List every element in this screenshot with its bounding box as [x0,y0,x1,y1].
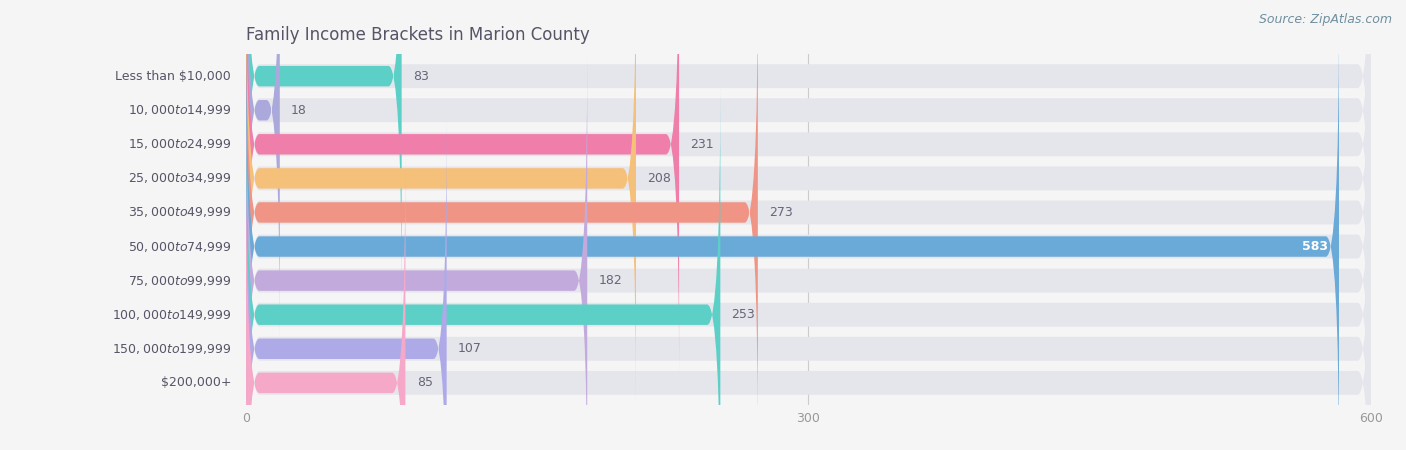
Text: $15,000 to $24,999: $15,000 to $24,999 [128,137,231,151]
FancyBboxPatch shape [246,0,636,407]
FancyBboxPatch shape [246,0,679,373]
Text: 18: 18 [291,104,307,117]
FancyBboxPatch shape [246,20,1371,450]
FancyBboxPatch shape [246,0,1371,337]
FancyBboxPatch shape [246,54,1371,450]
FancyBboxPatch shape [246,0,758,441]
Text: 83: 83 [413,70,429,83]
FancyBboxPatch shape [246,154,405,450]
FancyBboxPatch shape [246,156,1371,450]
Text: 273: 273 [769,206,793,219]
Text: 208: 208 [647,172,671,185]
Text: $200,000+: $200,000+ [160,376,231,389]
FancyBboxPatch shape [246,0,1371,371]
Text: 253: 253 [731,308,755,321]
Text: Less than $10,000: Less than $10,000 [115,70,231,83]
Text: 107: 107 [458,342,482,355]
FancyBboxPatch shape [246,0,1371,405]
Text: $50,000 to $74,999: $50,000 to $74,999 [128,239,231,253]
FancyBboxPatch shape [246,52,588,450]
FancyBboxPatch shape [246,18,1339,450]
Text: $150,000 to $199,999: $150,000 to $199,999 [111,342,231,356]
Text: $100,000 to $149,999: $100,000 to $149,999 [111,308,231,322]
Text: $25,000 to $34,999: $25,000 to $34,999 [128,171,231,185]
Text: Family Income Brackets in Marion County: Family Income Brackets in Marion County [246,26,589,44]
FancyBboxPatch shape [246,0,280,338]
FancyBboxPatch shape [246,88,1371,450]
FancyBboxPatch shape [246,0,402,305]
Text: Source: ZipAtlas.com: Source: ZipAtlas.com [1258,14,1392,27]
FancyBboxPatch shape [246,122,1371,450]
Text: 231: 231 [690,138,714,151]
FancyBboxPatch shape [246,86,720,450]
Text: 85: 85 [416,376,433,389]
FancyBboxPatch shape [246,0,1371,439]
Text: $75,000 to $99,999: $75,000 to $99,999 [128,274,231,288]
Text: $10,000 to $14,999: $10,000 to $14,999 [128,103,231,117]
Text: 182: 182 [599,274,623,287]
FancyBboxPatch shape [246,121,447,450]
Text: $35,000 to $49,999: $35,000 to $49,999 [128,206,231,220]
Text: 583: 583 [1302,240,1327,253]
FancyBboxPatch shape [246,0,1371,303]
